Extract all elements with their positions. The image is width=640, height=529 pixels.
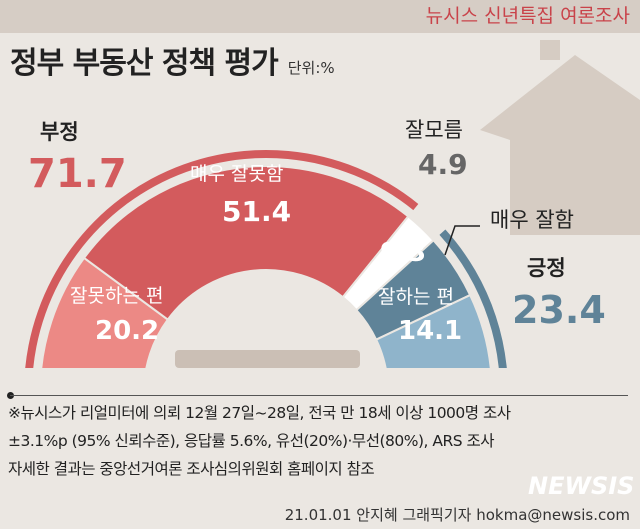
slice-4 [374,293,492,368]
group-value-negative: 71.7 [28,151,127,197]
slice-value-unknown: 4.9 [418,148,468,181]
plate-shadow [175,350,360,368]
title-row: 정부 부동산 정책 평가 단위:% [10,46,335,82]
slice-1 [82,165,410,322]
credit: 21.01.01 안지혜 그래픽기자 hokma@newsis.com [284,506,630,524]
watermark-logo: NEWSIS [528,472,635,500]
slice-label-very-bad: 매우 잘못함 [190,163,284,185]
slice-value-very-bad: 51.4 [222,195,292,228]
slice-label-good: 잘하는 편 [378,286,454,308]
divider [10,395,628,396]
slice-label-bad: 잘못하는 편 [70,285,164,307]
chart-title: 정부 부동산 정책 평가 [10,46,279,81]
slice-label-unknown: 잘모름 [405,118,463,142]
positive-ring [439,229,507,368]
group-label-positive: 긍정 [527,256,566,280]
negative-ring [25,150,419,368]
header-bar [0,0,640,33]
group-label-negative: 부정 [40,120,79,144]
leader-line [444,225,480,256]
note-line: ±3.1%p (95% 신뢰수준), 응답률 5.6%, 유선(20%)·무선(… [8,432,495,450]
slice-value-very-good: 9.3 [380,238,427,268]
series-label: 뉴시스 신년특집 여론조사 [425,5,630,27]
slice-value-good: 14.1 [398,316,463,346]
group-value-positive: 23.4 [512,288,606,332]
slice-value-bad: 20.2 [95,316,160,346]
unit-label: 단위:% [287,59,335,77]
note-line: 자세한 결과는 중앙선거여론 조사심의위원회 홈페이지 참조 [8,460,375,478]
house-icon [480,40,640,235]
note-line: ※뉴시스가 리얼미터에 의뢰 12월 27일~28일, 전국 만 18세 이상 … [8,404,511,422]
slice-label-very-good: 매우 잘함 [490,208,574,232]
